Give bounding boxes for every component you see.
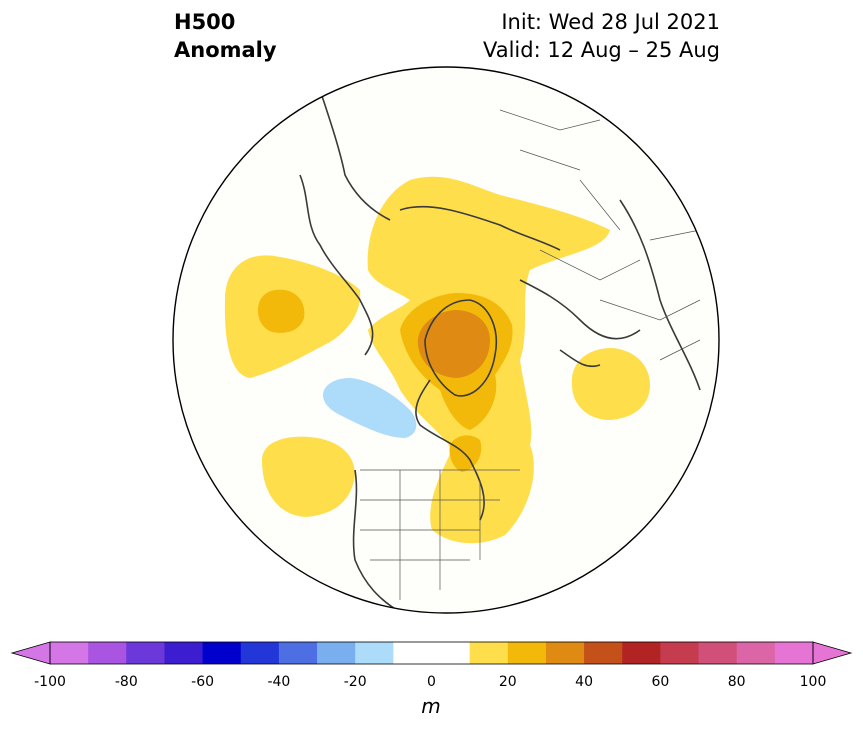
colorbar-tick-label: -80 [114, 674, 138, 690]
colorbar-cell [126, 642, 165, 664]
anomaly-30-core [417, 310, 490, 378]
anomaly-contours [224, 176, 650, 544]
colorbar-tick-label: 60 [651, 674, 670, 690]
colorbar-cell [393, 642, 432, 664]
colorbar-cell [240, 642, 280, 664]
colorbar-cells [50, 642, 814, 664]
colorbar-cell [507, 642, 547, 664]
colorbar-cell [202, 642, 242, 664]
title-type: Anomaly [174, 38, 277, 62]
colorbar-cell [774, 642, 814, 664]
colorbar-frame [49, 641, 814, 665]
colorbar-unit: m [421, 694, 441, 718]
polar-map [172, 66, 720, 614]
title-variable: H500 [174, 10, 236, 34]
colorbar-under-arrow [10, 641, 51, 665]
colorbar-cell [278, 642, 318, 664]
anomaly-positive-pacific-south [262, 436, 355, 517]
anomaly-negative-alaska [323, 378, 417, 438]
colorbar-tick-label: -100 [34, 674, 66, 690]
colorbar-cell [355, 642, 394, 664]
colorbar-over-arrow [812, 641, 853, 665]
colorbar-tick-label: -60 [191, 674, 215, 690]
coastlines [299, 89, 701, 613]
colorbar-cell [50, 642, 89, 664]
colorbar-tick-label: -20 [343, 674, 367, 690]
colorbar-cell [584, 642, 623, 664]
map-subtitle: Init: Wed 28 Jul 2021 Valid: 12 Aug – 25… [483, 8, 720, 64]
colorbar-cell [317, 642, 356, 664]
colorbar-tick-label: -40 [267, 674, 291, 690]
colorbar-tick-label: 20 [498, 674, 517, 690]
init-date: Init: Wed 28 Jul 2021 [501, 10, 720, 34]
colorbar-cell [660, 642, 700, 664]
map-title: H500 Anomaly [174, 8, 277, 64]
colorbar-tick-label: 80 [727, 674, 746, 690]
colorbar-cell [164, 642, 204, 664]
colorbar-cell [469, 642, 509, 664]
colorbar-cell [622, 642, 661, 664]
colorbar-tick-label: 100 [799, 674, 827, 690]
map-boundary [172, 66, 720, 614]
colorbar-cell [545, 642, 585, 664]
colorbar-cell [88, 642, 127, 664]
colorbar-cell [431, 642, 471, 664]
anomaly-20-pacific [258, 289, 305, 333]
colorbar-cell [736, 642, 776, 664]
colorbar-cell [698, 642, 738, 664]
political-borders [360, 109, 701, 600]
colorbar-tick-label: 0 [427, 674, 436, 690]
colorbar [10, 641, 853, 665]
valid-range: Valid: 12 Aug – 25 Aug [482, 38, 720, 62]
anomaly-positive-europe [571, 348, 650, 420]
colorbar-tick-label: 40 [575, 674, 594, 690]
